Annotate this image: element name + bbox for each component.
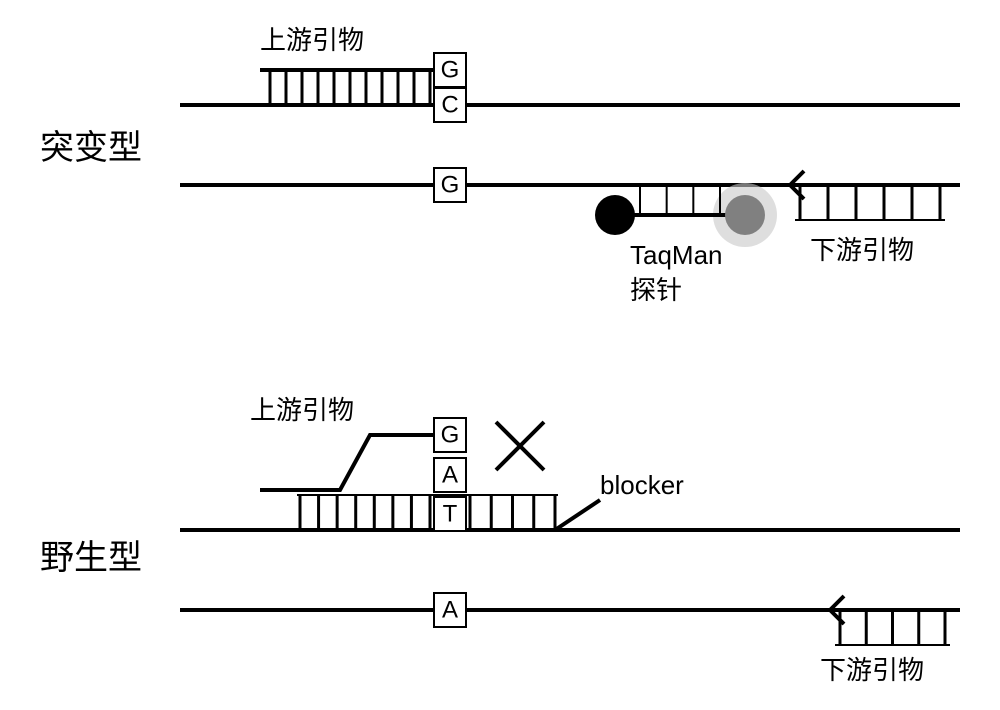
svg-text:C: C	[441, 91, 458, 118]
svg-text:G: G	[441, 171, 460, 198]
diagram-svg: GCGGATA	[0, 0, 1000, 710]
svg-text:T: T	[443, 500, 458, 527]
taqman-label-line1: TaqMan	[630, 240, 723, 271]
wildtype-upstream-label: 上游引物	[250, 390, 354, 427]
svg-text:A: A	[442, 461, 458, 488]
blocker-label: blocker	[600, 470, 684, 501]
svg-text:G: G	[441, 421, 460, 448]
mutant-section-label: 突变型	[40, 120, 142, 169]
taqman-label-line2: 探针	[630, 270, 682, 307]
taqman-quencher-dot	[725, 195, 765, 235]
mutant-upstream-label: 上游引物	[260, 20, 364, 57]
wildtype-primer-line	[260, 435, 434, 490]
wildtype-section-label: 野生型	[40, 530, 142, 579]
taqman-reporter-dot	[595, 195, 635, 235]
mutant-downstream-label: 下游引物	[810, 230, 914, 267]
svg-text:A: A	[442, 596, 458, 623]
wildtype-downstream-label: 下游引物	[820, 650, 924, 687]
svg-text:G: G	[441, 56, 460, 83]
